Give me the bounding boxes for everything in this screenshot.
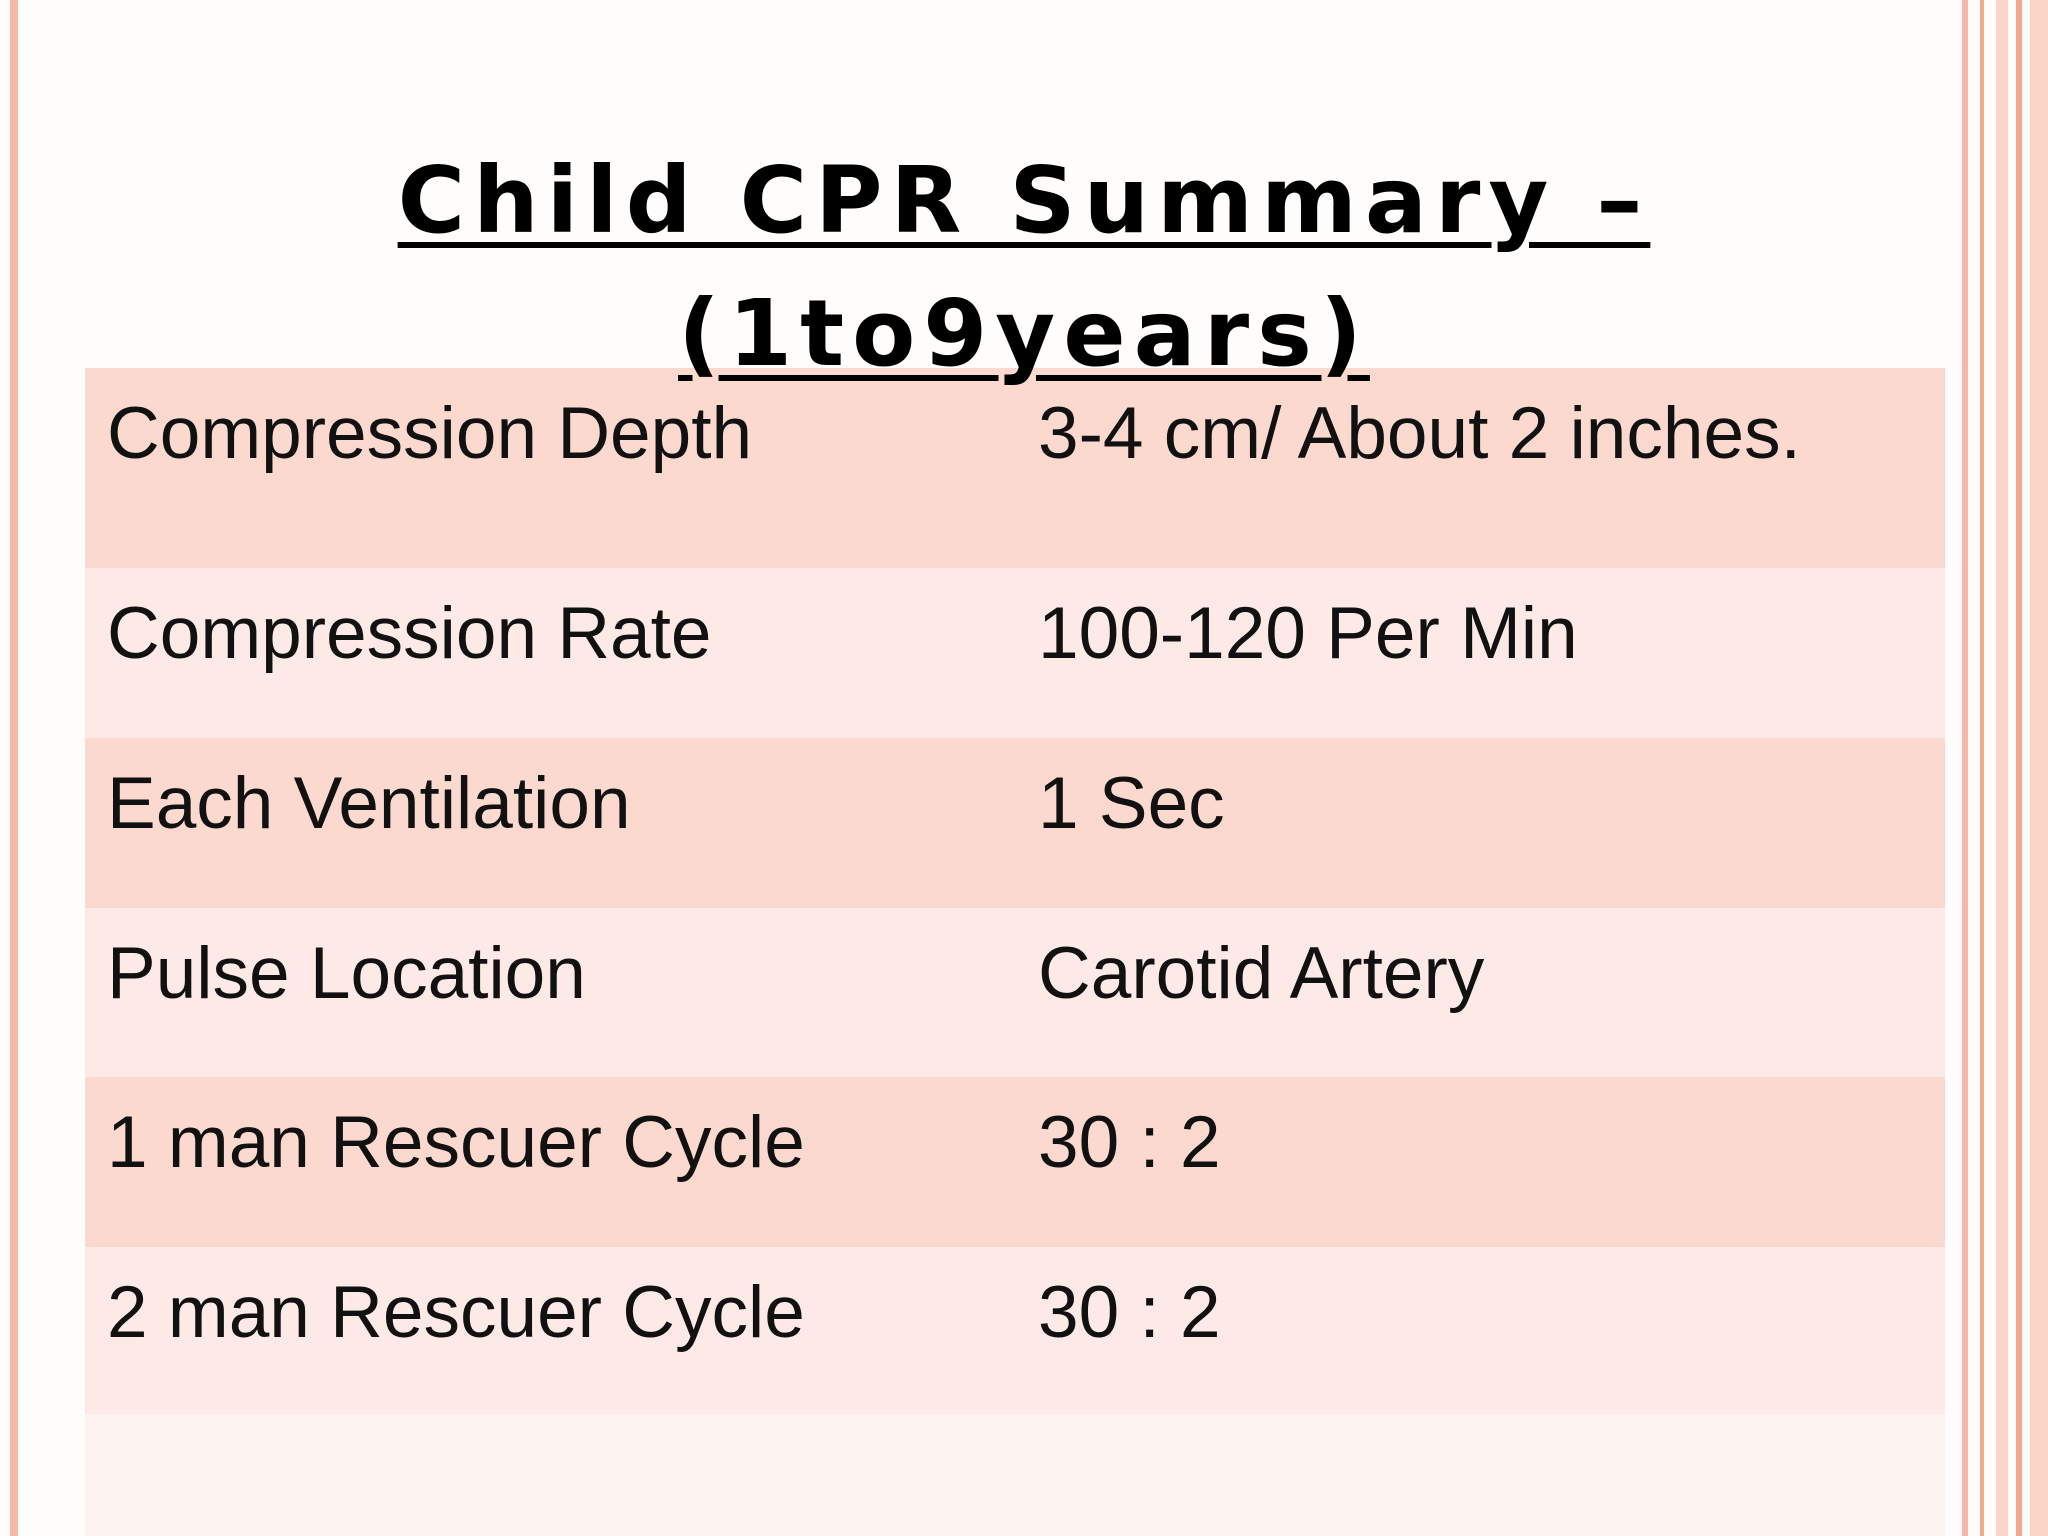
row-label: Pulse Location	[107, 933, 586, 1014]
row-label: Compression Depth	[107, 393, 753, 474]
border-stripe	[1962, 0, 1968, 1536]
table-row: Compression Depth 3-4 cm/ About 2 inches.	[85, 368, 1945, 568]
row-value: 1 Sec	[1038, 763, 1225, 844]
row-value: 3-4 cm/ About 2 inches.	[1038, 393, 1801, 474]
row-label: 1 man Rescuer Cycle	[107, 1102, 805, 1183]
row-label: Compression Rate	[107, 593, 712, 674]
border-stripe	[2030, 0, 2048, 1536]
title-line: Child CPR Summary –	[397, 147, 1651, 254]
table-row: Compression Rate 100-120 Per Min	[85, 568, 1945, 738]
row-value: 100-120 Per Min	[1038, 593, 1578, 674]
border-stripe	[1996, 0, 2008, 1536]
border-stripe	[1980, 0, 1984, 1536]
border-stripe	[10, 0, 18, 1536]
row-value: 30 : 2	[1038, 1102, 1221, 1183]
row-value: 30 : 2	[1038, 1272, 1221, 1353]
row-value: Carotid Artery	[1038, 933, 1485, 1014]
table-row: Pulse Location Carotid Artery	[85, 908, 1945, 1077]
table-row: Each Ventilation 1 Sec	[85, 738, 1945, 908]
table-row: 2 man Rescuer Cycle 30 : 2	[85, 1247, 1945, 1414]
title-line: (1to9years)	[678, 280, 1370, 387]
row-label: Each Ventilation	[107, 763, 631, 844]
row-label: 2 man Rescuer Cycle	[107, 1272, 805, 1353]
table-row: 1 man Rescuer Cycle 30 : 2	[85, 1077, 1945, 1247]
table-shadow	[85, 1414, 1945, 1536]
border-stripe	[2016, 0, 2022, 1536]
